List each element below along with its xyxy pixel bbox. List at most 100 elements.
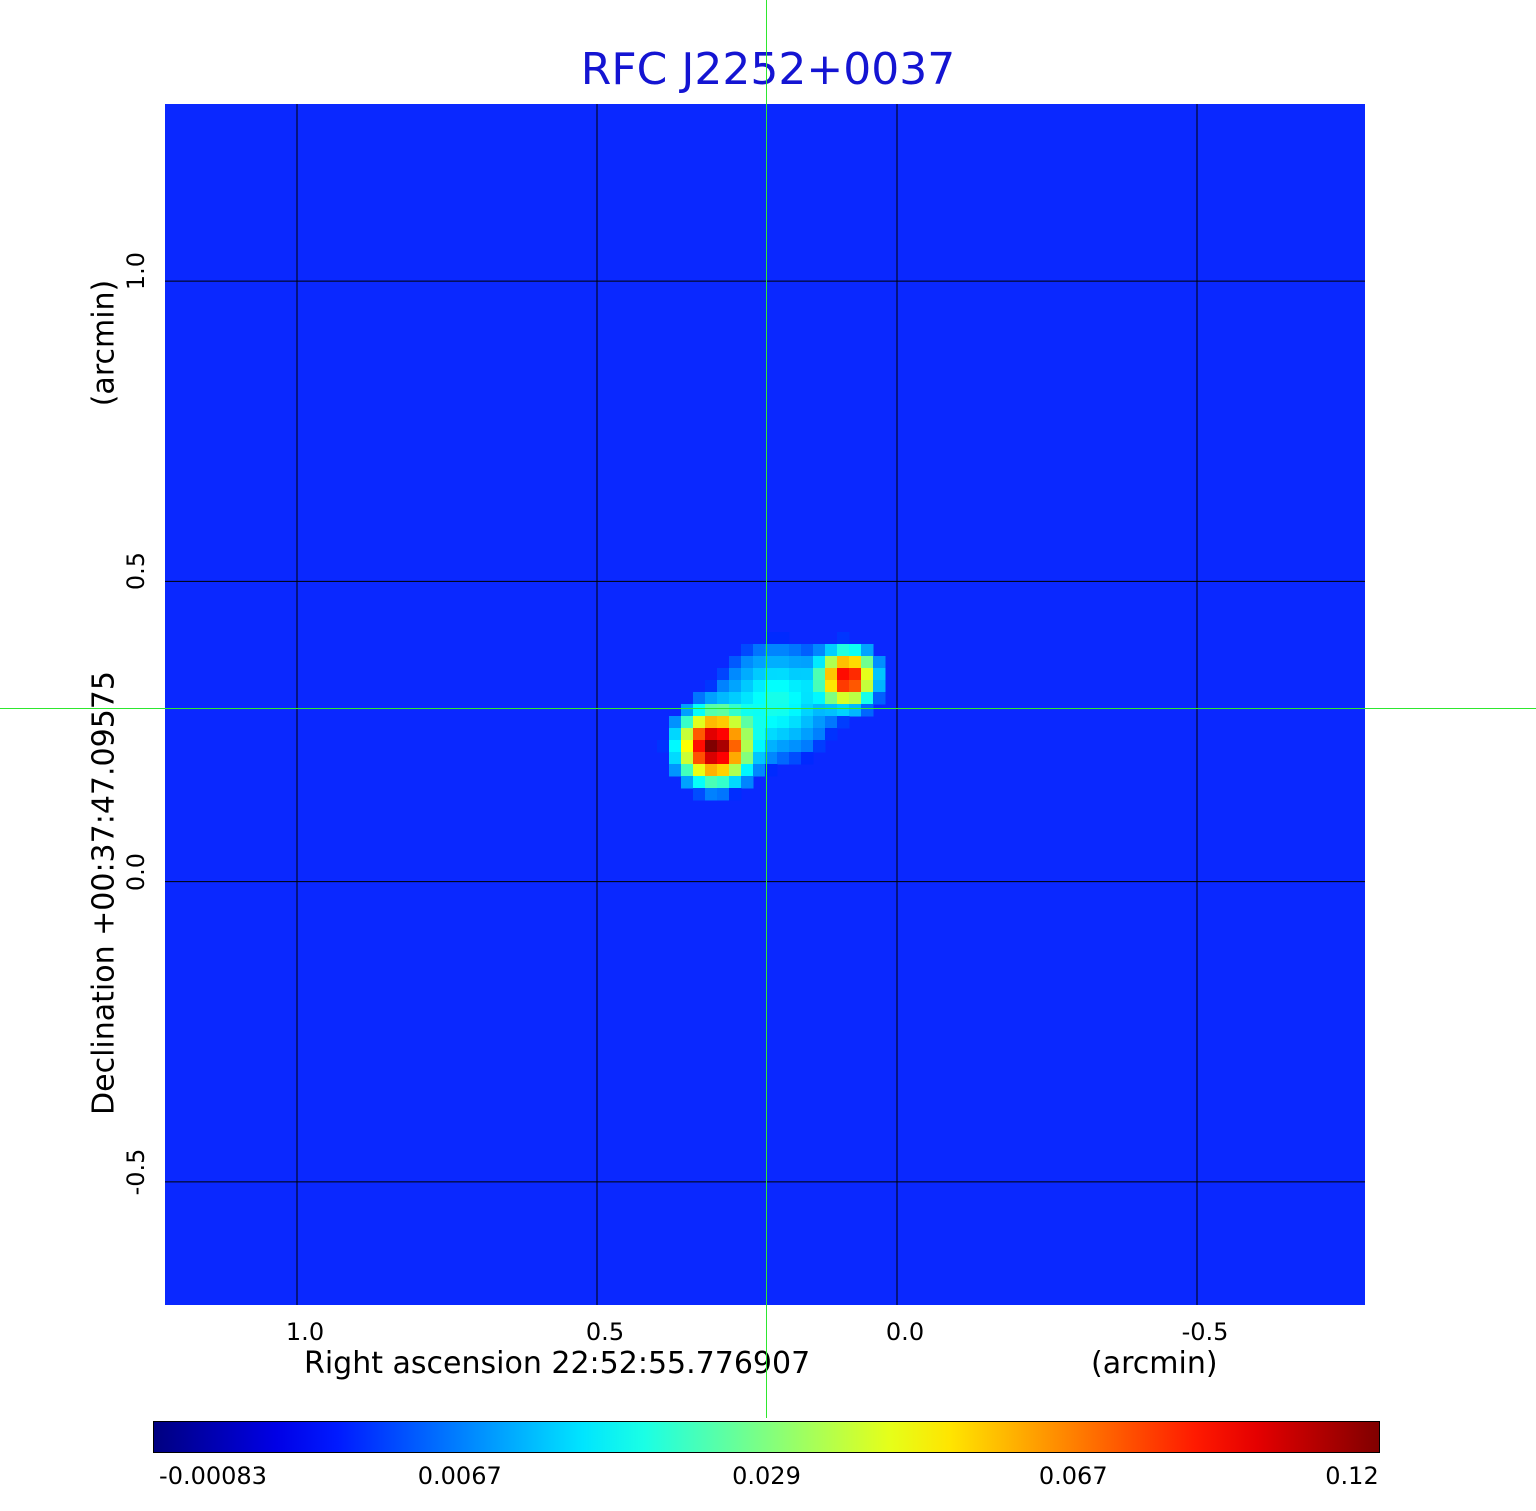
- image-pixel: [741, 704, 754, 717]
- x-tick-label: 0.0: [885, 1318, 925, 1346]
- image-pixel: [705, 680, 718, 693]
- image-pixel: [717, 740, 730, 753]
- image-pixel: [861, 692, 874, 705]
- image-pixel: [729, 776, 742, 789]
- image-pixel: [729, 704, 742, 717]
- image-pixel: [717, 788, 730, 801]
- image-pixel: [849, 680, 862, 693]
- image-pixel: [801, 704, 814, 717]
- image-pixel: [705, 692, 718, 705]
- image-pixel: [681, 704, 694, 717]
- image-pixel: [729, 668, 742, 681]
- image-pixel: [741, 776, 754, 789]
- image-pixel: [813, 728, 826, 741]
- image-pixel: [765, 704, 778, 717]
- image-pixel: [693, 728, 706, 741]
- colorbar-tick-label: 0.067: [1038, 1462, 1108, 1490]
- image-pixel: [729, 680, 742, 693]
- image-pixel: [801, 740, 814, 753]
- image-pixel: [681, 728, 694, 741]
- image-pixel: [813, 656, 826, 669]
- image-pixel: [705, 728, 718, 741]
- image-pixel: [729, 764, 742, 777]
- image-pixel: [717, 776, 730, 789]
- image-pixel: [705, 752, 718, 765]
- image-pixel: [669, 728, 682, 741]
- image-pixel: [789, 668, 802, 681]
- image-pixel: [681, 776, 694, 789]
- image-svg: [165, 104, 1365, 1305]
- image-pixel: [753, 728, 766, 741]
- image-pixel: [777, 680, 790, 693]
- image-pixel: [837, 656, 850, 669]
- image-pixel: [765, 668, 778, 681]
- image-pixel: [849, 704, 862, 717]
- image-pixel: [873, 680, 886, 693]
- image-pixel: [801, 680, 814, 693]
- image-pixel: [849, 644, 862, 657]
- image-pixel: [861, 656, 874, 669]
- x-tick-label: 0.5: [585, 1318, 625, 1346]
- image-pixel: [861, 668, 874, 681]
- image-pixel: [753, 752, 766, 765]
- image-pixel: [753, 740, 766, 753]
- image-pixel: [777, 716, 790, 729]
- x-tick-label: -0.5: [1181, 1318, 1229, 1346]
- image-pixel: [717, 680, 730, 693]
- image-pixel: [693, 764, 706, 777]
- chart-title: RFC J2252+0037: [580, 44, 956, 95]
- image-pixel: [813, 680, 826, 693]
- image-pixel: [777, 728, 790, 741]
- x-tick-label: 1.0: [285, 1318, 325, 1346]
- image-pixel: [801, 728, 814, 741]
- image-pixel: [693, 692, 706, 705]
- image-pixel: [777, 656, 790, 669]
- image-pixel: [741, 740, 754, 753]
- image-pixel: [729, 692, 742, 705]
- image-pixel: [717, 728, 730, 741]
- image-pixel: [705, 764, 718, 777]
- image-pixel: [765, 716, 778, 729]
- y-tick-label: -0.5: [122, 1148, 150, 1196]
- image-pixel: [849, 668, 862, 681]
- image-pixel: [777, 668, 790, 681]
- image-pixel: [813, 644, 826, 657]
- image-pixel: [777, 740, 790, 753]
- image-pixel: [801, 644, 814, 657]
- image-pixel: [657, 740, 670, 753]
- image-pixel: [813, 716, 826, 729]
- image-pixel: [825, 728, 838, 741]
- image-pixel: [753, 716, 766, 729]
- image-pixel: [753, 656, 766, 669]
- image-pixel: [873, 668, 886, 681]
- image-pixel: [789, 740, 802, 753]
- image-pixel: [669, 752, 682, 765]
- image-pixel: [717, 716, 730, 729]
- image-pixel: [789, 704, 802, 717]
- image-pixel: [717, 764, 730, 777]
- image-pixel: [741, 752, 754, 765]
- image-pixel: [825, 668, 838, 681]
- image-pixel: [705, 776, 718, 789]
- image-pixel: [717, 668, 730, 681]
- image-pixel: [861, 680, 874, 693]
- image-pixel: [693, 740, 706, 753]
- image-pixel: [801, 668, 814, 681]
- image-pixel: [789, 644, 802, 657]
- image-pixel: [705, 788, 718, 801]
- image-pixel: [837, 716, 850, 729]
- image-pixel: [789, 728, 802, 741]
- y-axis-unit: (arcmin): [86, 279, 122, 407]
- image-pixel: [825, 716, 838, 729]
- image-pixel: [681, 716, 694, 729]
- image-pixel: [837, 644, 850, 657]
- colorbar-tick-label: -0.00083: [159, 1462, 267, 1490]
- image-pixel: [873, 692, 886, 705]
- image-pixel: [717, 704, 730, 717]
- image-pixel: [825, 644, 838, 657]
- image-pixel: [837, 704, 850, 717]
- image-pixel: [765, 764, 778, 777]
- image-pixel: [789, 656, 802, 669]
- image-pixel: [765, 692, 778, 705]
- image-pixel: [813, 704, 826, 717]
